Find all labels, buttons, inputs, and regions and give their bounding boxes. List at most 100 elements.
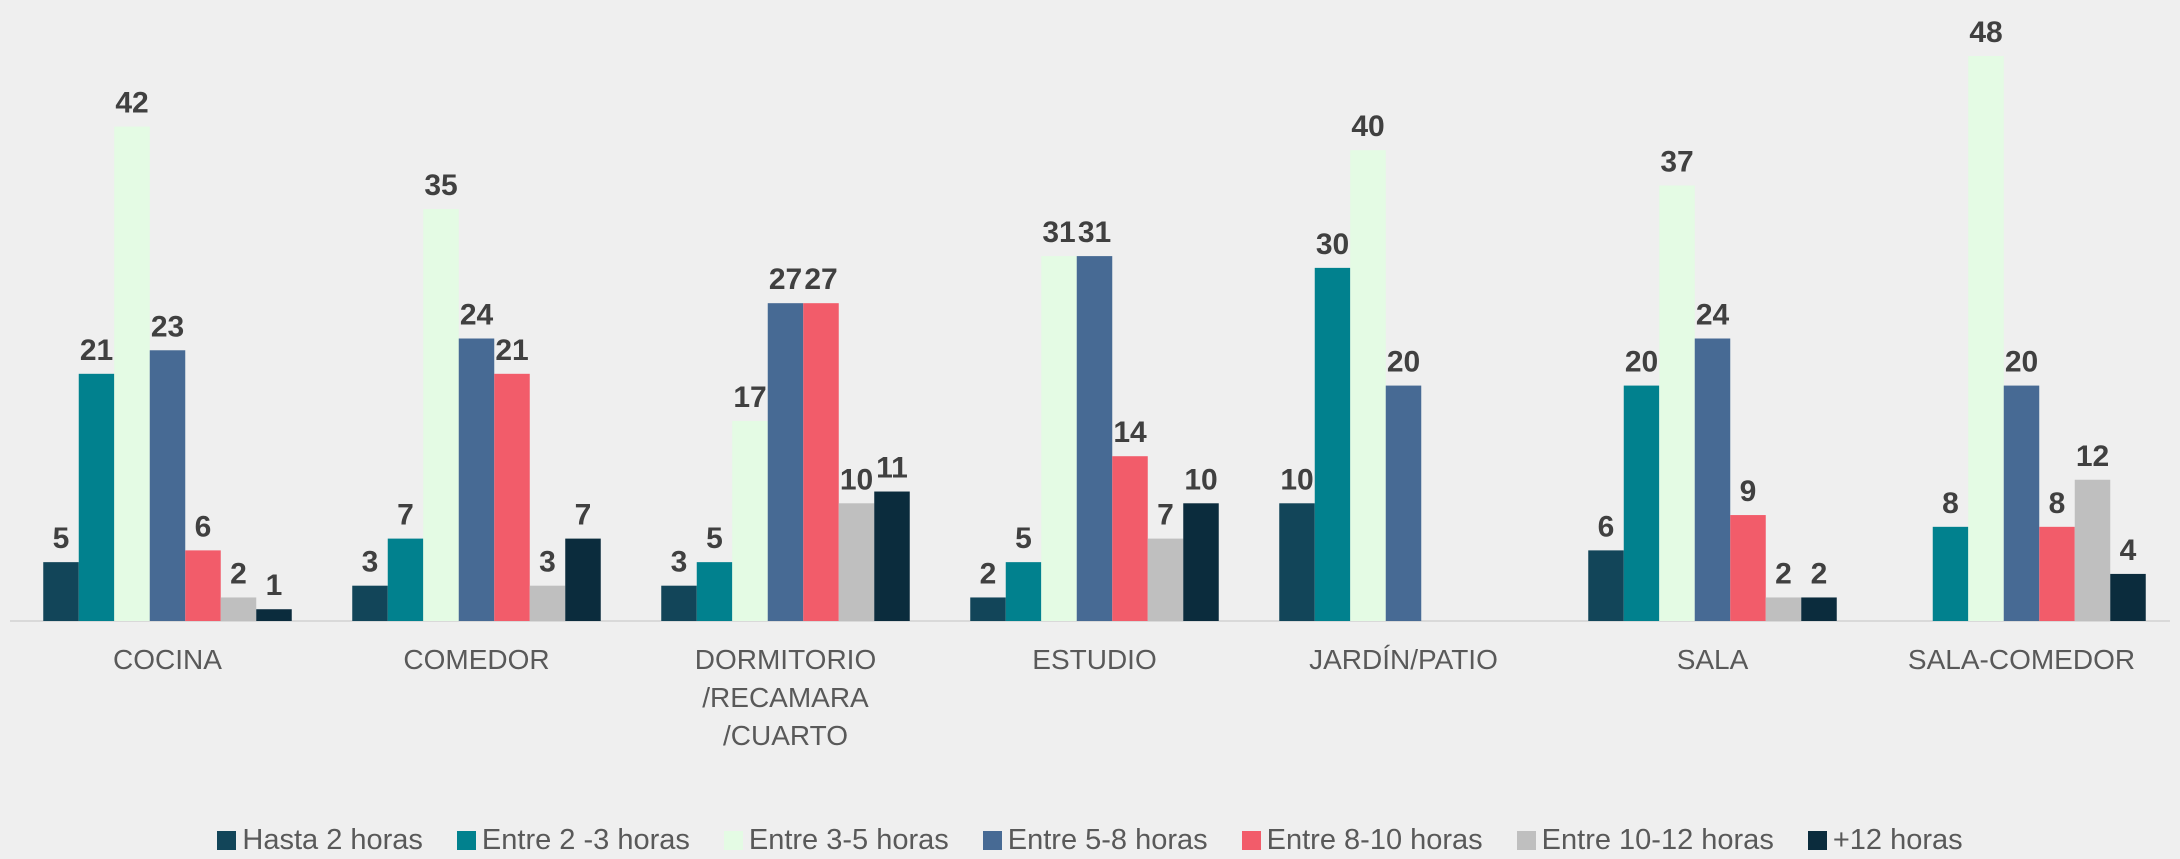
value-label: 1 — [266, 569, 283, 602]
legend-item: Entre 10-12 horas — [1516, 824, 1774, 857]
bar — [352, 585, 388, 621]
bar — [1350, 150, 1386, 621]
value-label: 2 — [980, 557, 997, 590]
x-tick-label: COMEDOR — [403, 644, 550, 675]
legend-swatch — [982, 831, 1002, 850]
value-label: 31 — [1078, 216, 1111, 249]
x-tick-label: DORMITORIO /RECAMARA /CUARTO — [694, 644, 877, 751]
value-label: 30 — [1316, 228, 1349, 261]
value-label: 24 — [460, 299, 494, 332]
value-label: 42 — [115, 87, 148, 120]
legend-swatch — [217, 831, 237, 850]
bar — [1765, 597, 1802, 621]
value-label: 40 — [1351, 110, 1384, 143]
bar — [220, 597, 257, 621]
value-label: 20 — [1387, 346, 1420, 379]
value-label: 8 — [2049, 487, 2066, 520]
value-label: 9 — [1740, 475, 1757, 508]
bar — [1112, 456, 1148, 621]
legend-swatch — [456, 831, 476, 850]
bar — [1041, 256, 1077, 621]
bar — [149, 350, 186, 621]
bar — [78, 373, 115, 621]
legend-label: Entre 10-12 horas — [1541, 824, 1774, 856]
bar — [2110, 573, 2146, 621]
value-label: 5 — [53, 522, 70, 555]
bar — [1005, 562, 1042, 621]
value-label: 20 — [2005, 346, 2038, 379]
legend-item: Hasta 2 horas — [217, 824, 423, 857]
bar — [2003, 385, 2040, 621]
legend-label: Entre 8-10 horas — [1266, 824, 1483, 856]
value-label: 3 — [539, 546, 556, 579]
bar — [423, 209, 459, 622]
bar — [874, 491, 910, 621]
legend-label: Hasta 2 horas — [242, 824, 423, 856]
value-label: 6 — [1598, 510, 1615, 543]
value-label: 21 — [495, 334, 528, 367]
bar — [696, 562, 733, 621]
bar — [1588, 550, 1624, 621]
bar — [1932, 526, 1969, 621]
bar — [661, 585, 697, 621]
legend-swatch — [1807, 831, 1827, 850]
legend-item: Entre 2 -3 horas — [456, 824, 690, 857]
x-tick-label: ESTUDIO — [1032, 644, 1157, 675]
value-label: 7 — [397, 499, 414, 532]
bar — [838, 503, 875, 621]
value-label: 4 — [2120, 534, 2137, 567]
value-label: 14 — [1113, 416, 1147, 449]
legend-swatch — [723, 831, 743, 850]
bar — [1147, 538, 1184, 621]
value-label: 24 — [1696, 299, 1730, 332]
x-tick-label: COCINA — [113, 644, 222, 675]
bar — [114, 126, 150, 621]
value-label: 7 — [1157, 499, 1174, 532]
value-label: 37 — [1660, 145, 1693, 178]
x-tick-label: SALA-COMEDOR — [1907, 644, 2136, 675]
bar — [1968, 56, 2004, 621]
legend-item: Entre 3-5 horas — [723, 824, 949, 857]
x-tick-label: JARDÍN/PATIO — [1309, 644, 1498, 675]
value-label: 23 — [151, 310, 184, 343]
bar — [1385, 385, 1422, 621]
value-label: 10 — [1184, 463, 1217, 496]
value-label: 21 — [80, 334, 113, 367]
legend-item: Entre 5-8 horas — [982, 824, 1208, 857]
value-label: 5 — [706, 522, 723, 555]
bar — [565, 538, 601, 621]
value-label: 6 — [195, 510, 212, 543]
bar — [256, 609, 292, 621]
bar — [185, 550, 221, 621]
value-label: 35 — [424, 169, 457, 202]
bar — [732, 420, 768, 621]
value-label: 2 — [1775, 557, 1792, 590]
bar — [803, 303, 839, 621]
bar — [1314, 267, 1351, 621]
value-label: 7 — [575, 499, 592, 532]
bar — [1694, 338, 1731, 621]
bar — [1623, 385, 1660, 621]
value-label: 20 — [1625, 346, 1658, 379]
legend-item: Entre 8-10 horas — [1241, 824, 1483, 857]
value-label: 3 — [671, 546, 688, 579]
legend-swatch — [1516, 831, 1536, 850]
legend-item: +12 horas — [1807, 824, 1963, 857]
value-label: 2 — [230, 557, 247, 590]
value-label: 11 — [876, 452, 908, 485]
value-label: 5 — [1015, 522, 1032, 555]
bar — [2039, 526, 2075, 621]
legend-label: +12 horas — [1832, 824, 1963, 856]
bar — [494, 373, 530, 621]
legend-swatch — [1241, 831, 1261, 850]
legend: Hasta 2 horas Entre 2 -3 horas Entre 3-5 h… — [0, 824, 2180, 857]
bar — [1801, 597, 1837, 621]
x-tick-label: SALA — [1676, 644, 1749, 675]
value-label: 8 — [1942, 487, 1959, 520]
value-label: 27 — [769, 263, 802, 296]
bar — [970, 597, 1006, 621]
value-label: 17 — [733, 381, 766, 414]
legend-label: Entre 3-5 horas — [748, 824, 949, 856]
